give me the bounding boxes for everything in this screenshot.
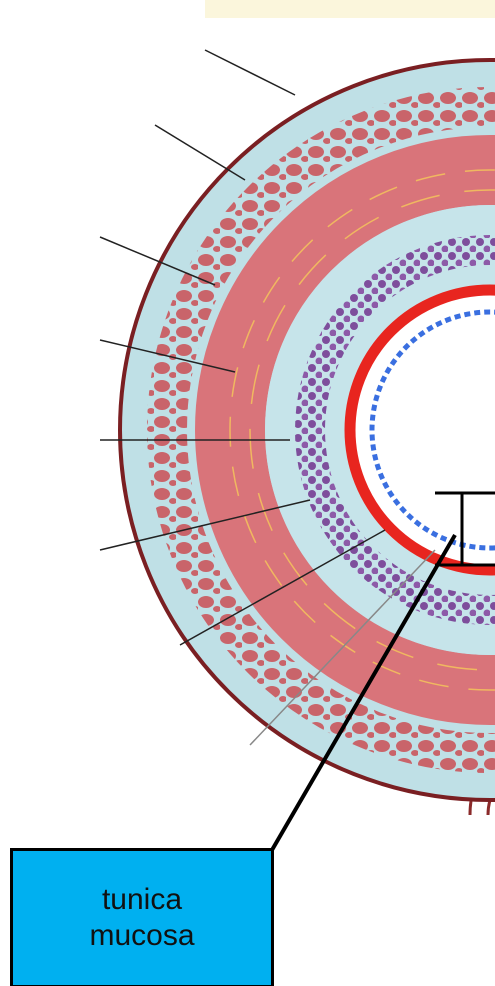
background-strip — [205, 0, 495, 18]
label-line: tunica — [101, 883, 183, 916]
glands — [295, 235, 495, 625]
epithelium — [369, 309, 495, 551]
mucosa-bracket — [270, 491, 495, 852]
muscle-fibers — [249, 189, 495, 671]
lumen — [380, 320, 495, 540]
muscle-fibers — [229, 169, 495, 691]
label-line: mucosa — [89, 919, 195, 952]
pointer-lines — [99, 49, 436, 746]
label-box: tunica mucosa — [10, 848, 274, 986]
outer-muscle-spots — [147, 87, 495, 773]
